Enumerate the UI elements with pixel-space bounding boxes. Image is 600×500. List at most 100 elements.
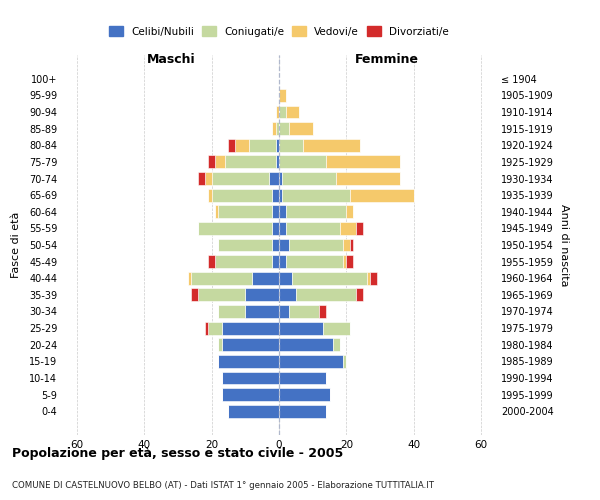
Bar <box>323 322 350 334</box>
Bar <box>205 322 208 334</box>
Bar <box>279 322 323 334</box>
Bar <box>286 222 340 235</box>
Bar <box>198 288 245 302</box>
Bar <box>319 305 326 318</box>
Bar <box>283 188 350 202</box>
Bar <box>269 172 279 185</box>
Bar <box>279 106 286 118</box>
Bar <box>218 206 272 218</box>
Bar <box>370 272 377 284</box>
Bar <box>222 372 279 384</box>
Bar <box>218 305 245 318</box>
Bar <box>289 122 313 135</box>
Bar <box>235 139 248 151</box>
Y-axis label: Fasce di età: Fasce di età <box>11 212 20 278</box>
Bar <box>289 238 343 252</box>
Bar <box>229 139 235 151</box>
Bar <box>279 156 326 168</box>
Bar <box>279 388 329 401</box>
Bar <box>343 355 346 368</box>
Bar <box>218 238 272 252</box>
Bar <box>279 355 343 368</box>
Bar <box>205 172 212 185</box>
Bar <box>215 206 218 218</box>
Bar <box>343 238 350 252</box>
Bar <box>208 156 215 168</box>
Bar <box>272 206 279 218</box>
Bar <box>343 255 346 268</box>
Bar <box>340 222 356 235</box>
Bar <box>208 322 222 334</box>
Bar <box>208 188 212 202</box>
Bar <box>302 139 360 151</box>
Bar <box>225 156 275 168</box>
Bar <box>275 106 279 118</box>
Bar <box>279 238 289 252</box>
Bar <box>279 272 292 284</box>
Bar <box>218 338 222 351</box>
Bar <box>272 255 279 268</box>
Text: Femmine: Femmine <box>355 54 419 66</box>
Bar <box>218 355 279 368</box>
Bar <box>292 272 367 284</box>
Bar <box>279 206 286 218</box>
Bar <box>279 139 302 151</box>
Bar <box>286 206 346 218</box>
Bar <box>215 255 272 268</box>
Bar <box>350 238 353 252</box>
Text: Maschi: Maschi <box>147 54 196 66</box>
Legend: Celibi/Nubili, Coniugati/e, Vedovi/e, Divorziati/e: Celibi/Nubili, Coniugati/e, Vedovi/e, Di… <box>105 22 453 41</box>
Y-axis label: Anni di nascita: Anni di nascita <box>559 204 569 286</box>
Bar <box>350 188 414 202</box>
Bar <box>222 338 279 351</box>
Bar <box>346 255 353 268</box>
Bar <box>272 188 279 202</box>
Bar <box>215 156 225 168</box>
Bar <box>279 222 286 235</box>
Bar <box>272 222 279 235</box>
Bar <box>272 238 279 252</box>
Bar <box>229 405 279 417</box>
Bar <box>279 188 283 202</box>
Bar <box>333 338 340 351</box>
Bar <box>356 222 363 235</box>
Text: Popolazione per età, sesso e stato civile - 2005: Popolazione per età, sesso e stato civil… <box>12 447 343 460</box>
Bar <box>188 272 191 284</box>
Bar <box>275 122 279 135</box>
Bar <box>252 272 279 284</box>
Bar <box>286 255 343 268</box>
Bar <box>279 372 326 384</box>
Bar <box>326 156 400 168</box>
Bar <box>279 288 296 302</box>
Bar <box>279 172 283 185</box>
Bar <box>191 272 252 284</box>
Bar <box>279 122 289 135</box>
Bar <box>367 272 370 284</box>
Bar <box>279 89 286 102</box>
Text: COMUNE DI CASTELNUOVO BELBO (AT) - Dati ISTAT 1° gennaio 2005 - Elaborazione TUT: COMUNE DI CASTELNUOVO BELBO (AT) - Dati … <box>12 481 434 490</box>
Bar <box>279 338 333 351</box>
Bar <box>212 172 269 185</box>
Bar <box>275 139 279 151</box>
Bar <box>212 188 272 202</box>
Bar <box>356 288 363 302</box>
Bar <box>272 122 275 135</box>
Bar <box>279 255 286 268</box>
Bar <box>296 288 356 302</box>
Bar <box>283 172 336 185</box>
Bar <box>222 322 279 334</box>
Bar <box>191 288 198 302</box>
Bar <box>286 106 299 118</box>
Bar <box>336 172 400 185</box>
Bar <box>208 255 215 268</box>
Bar <box>198 222 272 235</box>
Bar <box>245 288 279 302</box>
Bar <box>279 305 289 318</box>
Bar <box>198 172 205 185</box>
Bar <box>248 139 275 151</box>
Bar <box>222 388 279 401</box>
Bar <box>245 305 279 318</box>
Bar <box>346 206 353 218</box>
Bar <box>275 156 279 168</box>
Bar <box>279 405 326 417</box>
